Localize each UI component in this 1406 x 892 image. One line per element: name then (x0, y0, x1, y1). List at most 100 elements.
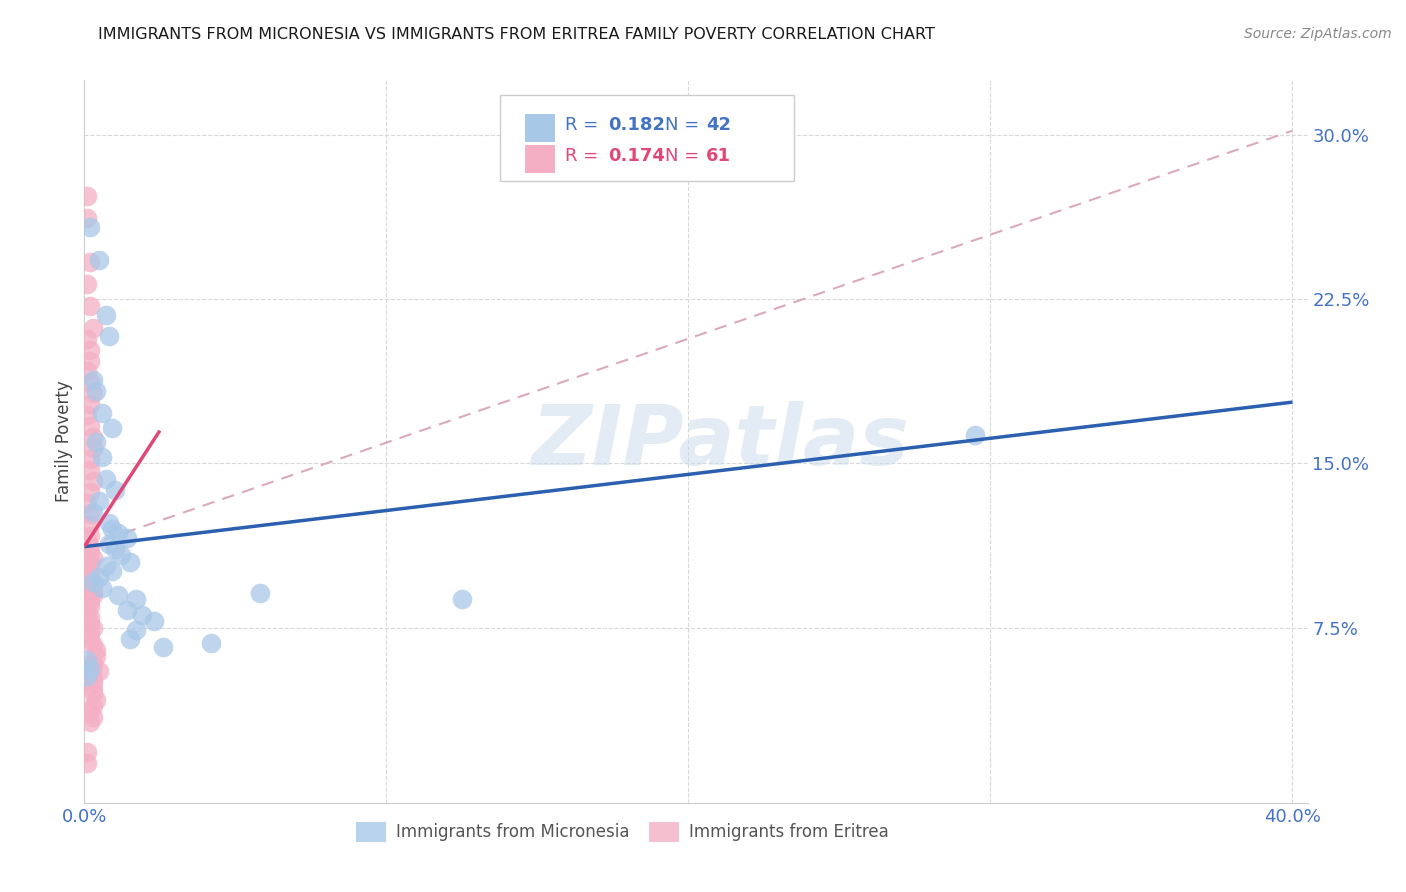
Point (100, 421, 122, 435)
Point (94, 472, 117, 486)
Point (79, 594, 101, 608)
Point (200, 636, 222, 650)
Point (125, 623, 148, 637)
Point (79, 627, 101, 641)
Point (86, 649, 108, 664)
Point (79, 662, 101, 676)
Point (79, 255, 101, 269)
Point (82, 675, 104, 690)
Point (82, 686, 104, 700)
Point (110, 549, 132, 563)
Point (79, 632, 101, 646)
Point (79, 343, 101, 357)
Bar (524, 114, 555, 142)
Point (76, 746, 98, 760)
Text: R =: R = (565, 116, 605, 134)
Point (82, 373, 104, 387)
Point (82, 699, 104, 714)
Text: 0.182: 0.182 (607, 116, 665, 134)
Point (76, 561, 98, 575)
Point (79, 616, 101, 631)
Point (152, 640, 174, 655)
Point (76, 577, 98, 591)
Point (82, 638, 104, 652)
Point (82, 588, 104, 602)
Point (86, 642, 108, 657)
Point (82, 550, 104, 565)
Text: R =: R = (565, 147, 605, 165)
Point (82, 583, 104, 598)
Point (79, 219, 101, 234)
Point (965, 428, 987, 442)
Point (91, 581, 114, 595)
Point (76, 533, 98, 547)
Point (76, 189, 98, 203)
Point (97, 329, 120, 343)
Point (76, 409, 98, 423)
Point (79, 599, 101, 613)
Point (76, 669, 98, 683)
Point (79, 566, 101, 580)
Point (79, 704, 101, 718)
Point (107, 588, 129, 602)
Point (86, 434, 108, 449)
Point (115, 603, 138, 617)
Text: Source: ZipAtlas.com: Source: ZipAtlas.com (1244, 27, 1392, 41)
Text: 61: 61 (706, 147, 731, 165)
Point (115, 531, 138, 545)
Point (142, 614, 165, 628)
Text: IMMIGRANTS FROM MICRONESIA VS IMMIGRANTS FROM ERITREA FAMILY POVERTY CORRELATION: IMMIGRANTS FROM MICRONESIA VS IMMIGRANTS… (98, 27, 935, 42)
Point (79, 463, 101, 477)
Point (89, 570, 111, 584)
Text: ZIPatlas: ZIPatlas (531, 401, 910, 482)
Point (79, 529, 101, 543)
Point (82, 660, 104, 674)
Y-axis label: Family Poverty: Family Poverty (55, 381, 73, 502)
Point (79, 573, 101, 587)
Point (94, 308, 117, 322)
Point (79, 299, 101, 313)
Point (82, 574, 104, 589)
Point (82, 441, 104, 455)
Point (79, 484, 101, 499)
FancyBboxPatch shape (501, 95, 794, 181)
Point (91, 406, 114, 420)
Legend: Immigrants from Micronesia, Immigrants from Eritrea: Immigrants from Micronesia, Immigrants f… (349, 815, 896, 848)
Point (86, 693, 108, 707)
Point (118, 555, 141, 569)
Point (82, 710, 104, 724)
Point (97, 537, 120, 551)
Point (76, 277, 98, 291)
Point (79, 555, 101, 569)
Point (86, 384, 108, 399)
Point (76, 496, 98, 510)
Text: N =: N = (665, 147, 706, 165)
Point (89, 493, 111, 508)
Text: N =: N = (665, 116, 706, 134)
Point (118, 632, 141, 646)
Point (82, 505, 104, 519)
Point (79, 419, 101, 434)
Point (100, 522, 122, 536)
Point (107, 526, 129, 541)
Point (91, 450, 114, 464)
Point (249, 585, 271, 599)
Point (79, 452, 101, 467)
Point (82, 320, 104, 334)
Point (76, 605, 98, 619)
Point (76, 364, 98, 378)
Bar (524, 145, 555, 173)
Point (79, 376, 101, 390)
Point (82, 656, 104, 670)
Point (82, 671, 104, 685)
Text: 42: 42 (706, 116, 731, 134)
Point (103, 483, 125, 497)
Point (79, 353, 101, 368)
Point (82, 474, 104, 488)
Point (79, 517, 101, 532)
Point (94, 559, 117, 574)
Point (76, 332, 98, 346)
Point (79, 546, 101, 560)
Point (131, 607, 153, 622)
Point (76, 211, 98, 226)
